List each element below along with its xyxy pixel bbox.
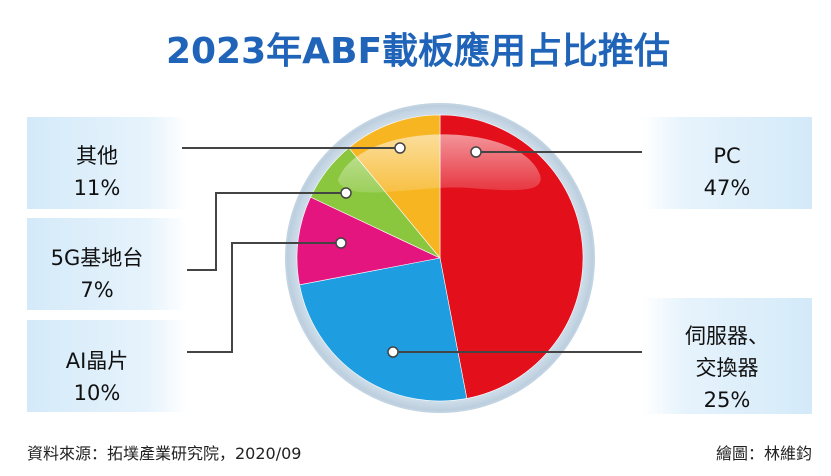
slice-value-1: 25% bbox=[704, 388, 751, 412]
slice-value-4: 11% bbox=[74, 176, 121, 200]
leader-dot-3 bbox=[340, 187, 352, 199]
leader-dot-1 bbox=[387, 346, 399, 358]
leader-dot-4 bbox=[394, 142, 406, 154]
slice-value-2: 10% bbox=[74, 381, 121, 405]
pie-slice-1 bbox=[299, 257, 468, 402]
slice-label-0: PC bbox=[713, 144, 740, 168]
label-box-4 bbox=[27, 117, 187, 209]
source-note: 資料來源：拓墣產業研究院，2020/09 bbox=[27, 444, 301, 463]
slice-label-2: AI晶片 bbox=[66, 349, 129, 373]
credit-note: 繪圖：林維鈞 bbox=[716, 444, 812, 463]
label-box-2 bbox=[27, 320, 187, 412]
slice-value-3: 7% bbox=[80, 278, 113, 302]
slice-label-1-line-0: 伺服器、 bbox=[685, 324, 769, 348]
label-box-3 bbox=[27, 218, 187, 310]
leader-dot-0 bbox=[470, 146, 482, 158]
chart-title: 2023年ABF載板應用占比推估 bbox=[166, 30, 670, 72]
leader-dot-2 bbox=[335, 237, 347, 249]
pie-slice-2 bbox=[296, 196, 441, 286]
slice-value-0: 47% bbox=[704, 176, 751, 200]
slice-label-1-line-1: 交換器 bbox=[696, 356, 759, 380]
leader-line-2 bbox=[187, 242, 341, 353]
leader-line-3 bbox=[187, 192, 346, 271]
slice-label-3: 5G基地台 bbox=[51, 246, 144, 270]
label-box-0 bbox=[642, 117, 812, 209]
slice-label-4: 其他 bbox=[76, 144, 118, 168]
label-box-1 bbox=[642, 298, 812, 414]
